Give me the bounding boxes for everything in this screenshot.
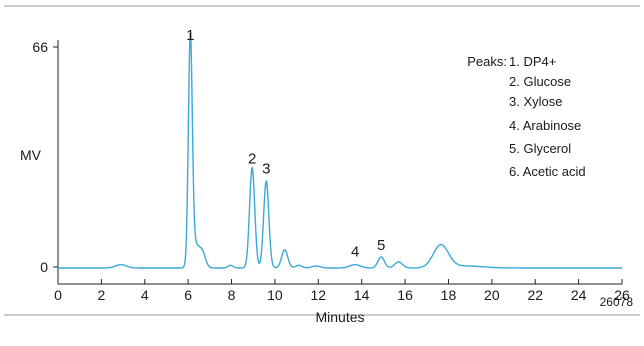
x-tick-label: 16 [397, 287, 413, 303]
x-tick-label: 14 [354, 287, 370, 303]
peak-label: 2 [248, 150, 256, 167]
x-tick-label: 4 [141, 287, 149, 303]
legend-heading: Peaks: [467, 54, 507, 69]
peak-label: 5 [377, 237, 385, 254]
x-tick-label: 10 [267, 287, 283, 303]
legend-item-5: 5. Glycerol [509, 141, 571, 156]
legend-item-2: 2. Glucose [509, 74, 571, 89]
y-axis-label: MV [20, 147, 42, 163]
series-trace [58, 32, 622, 269]
y-tick-label: 66 [32, 39, 48, 55]
x-tick-label: 6 [184, 287, 192, 303]
x-tick-label: 20 [484, 287, 500, 303]
x-axis-label: Minutes [315, 309, 364, 325]
x-tick-label: 0 [54, 287, 62, 303]
y-tick-label: 0 [40, 259, 48, 275]
x-tick-label: 24 [571, 287, 587, 303]
axes-group [57, 40, 622, 285]
x-tick-label: 22 [527, 287, 543, 303]
x-tick-label: 18 [441, 287, 457, 303]
x-tick-label: 12 [311, 287, 327, 303]
figure-id: 26078 [600, 295, 634, 309]
peak-label: 1 [186, 27, 194, 44]
legend-item-3: 3. Xylose [509, 94, 562, 109]
legend-item-6: 6. Acetic acid [509, 164, 586, 179]
y-ticks-group: 0 66 [32, 39, 58, 275]
peak-label: 3 [262, 160, 270, 177]
x-tick-label: 8 [228, 287, 236, 303]
x-tick-label: 2 [97, 287, 105, 303]
legend: Peaks: 1. DP4+ 2. Glucose 3. Xylose 4. A… [467, 54, 585, 179]
legend-item-4: 4. Arabinose [509, 118, 581, 133]
legend-item-1: 1. DP4+ [509, 54, 556, 69]
x-tick-label: 26 [614, 287, 630, 303]
peak-label: 4 [351, 244, 359, 261]
x-ticks-group: 0 2 4 6 8 10 12 14 16 18 20 22 24 26 [54, 279, 630, 303]
